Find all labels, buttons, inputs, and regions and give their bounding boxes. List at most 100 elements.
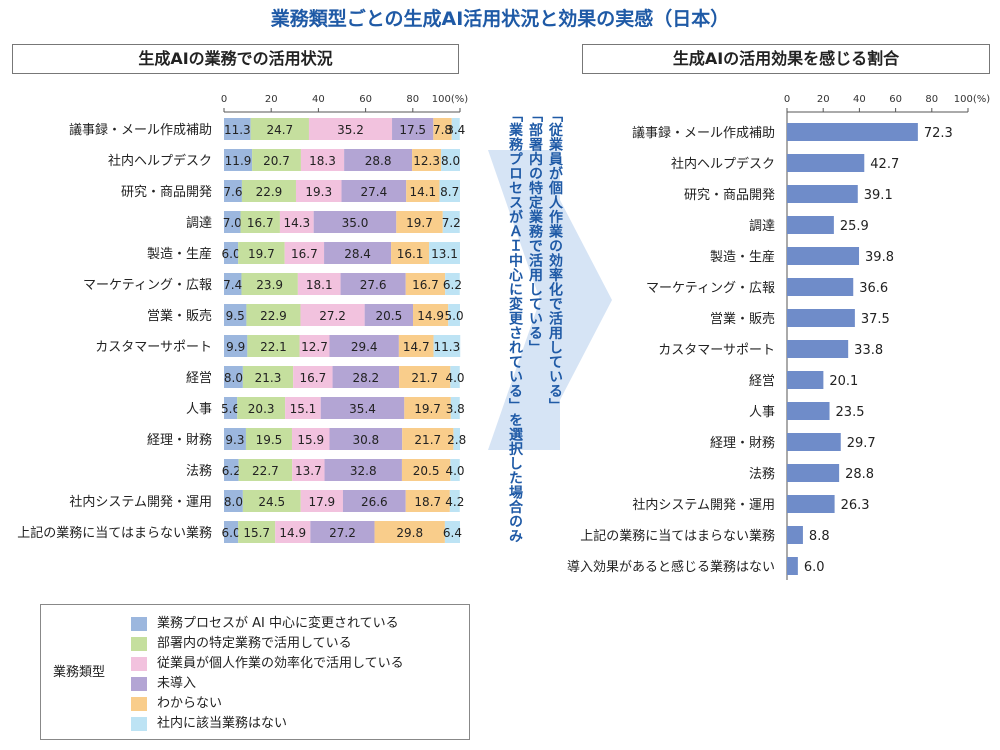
left-category-label: マーケティング・広報: [83, 278, 212, 293]
left-data-label: 28.2: [352, 371, 379, 385]
right-x-tick-label: 0: [784, 94, 790, 105]
left-data-label: 19.7: [414, 402, 441, 416]
left-data-label: 27.2: [329, 526, 356, 540]
left-data-label: 15.7: [243, 526, 270, 540]
left-bar-segment: [224, 118, 251, 140]
left-data-label: 6.2: [443, 278, 462, 292]
legend-item: 社内に該当業務はない: [131, 715, 287, 733]
right-bar: [787, 371, 824, 389]
right-bar: [787, 557, 798, 575]
left-category-label: 製造・生産: [147, 246, 212, 262]
right-category-label: 経理・財務: [710, 436, 775, 451]
left-data-label: 12.7: [301, 340, 328, 354]
left-data-label: 28.8: [365, 154, 392, 168]
right-bar: [787, 309, 855, 327]
left-bar-segment: [398, 335, 434, 357]
right-data-label: 33.8: [854, 343, 883, 358]
right-data-label: 37.5: [861, 312, 890, 327]
right-panel-title: 生成AIの活用効果を感じる割合: [582, 44, 990, 74]
left-category-label: 経営: [186, 371, 212, 386]
left-data-label: 15.1: [290, 402, 317, 416]
left-data-label: 6.4: [443, 526, 462, 540]
left-bar-segment: [224, 242, 239, 264]
left-data-label: 20.5: [413, 464, 440, 478]
legend-swatch: [131, 716, 147, 731]
right-data-label: 8.8: [809, 529, 830, 544]
legend-label: 部署内の特定業務で活用している: [157, 636, 352, 651]
left-bar-segment: [439, 180, 460, 202]
left-data-label: 20.3: [248, 402, 275, 416]
left-data-label: 16.7: [291, 247, 318, 261]
left-x-tick-label: 80: [406, 94, 419, 105]
right-bar: [787, 340, 849, 358]
right-data-label: 29.7: [847, 436, 876, 451]
left-data-label: 19.3: [305, 185, 332, 199]
left-bar-segment: [401, 459, 451, 481]
right-x-tick-label: 80: [925, 94, 938, 105]
left-bar-segment: [246, 304, 301, 326]
left-data-label: 16.7: [247, 216, 274, 230]
left-bar-segment: [396, 211, 443, 233]
right-bar: [787, 247, 860, 265]
left-data-label: 16.7: [299, 371, 326, 385]
note-line-1: 「従業員が個人作業の効率化で活用している」: [547, 108, 563, 413]
left-bar-segment: [242, 490, 301, 512]
left-bar-segment: [399, 366, 451, 388]
right-category-label: マーケティング・広報: [646, 281, 775, 296]
left-bar-segment: [224, 366, 243, 388]
right-data-label: 26.3: [841, 498, 870, 513]
right-bar: [787, 216, 834, 234]
right-bar: [787, 433, 841, 451]
legend-item: 部署内の特定業務で活用している: [131, 635, 352, 653]
right-x-tick-label: 40: [853, 94, 866, 105]
left-category-label: 経理・財務: [147, 433, 212, 448]
left-data-label: 29.4: [351, 340, 378, 354]
legend-swatch: [131, 696, 147, 711]
left-data-label: 4.0: [445, 371, 464, 385]
left-data-label: 6.2: [222, 464, 241, 478]
left-data-label: 28.4: [344, 247, 371, 261]
left-bar-segment: [433, 118, 452, 140]
left-bar-segment: [404, 397, 451, 419]
legend-label: 業務プロセスが AI 中心に変更されている: [157, 616, 399, 631]
left-category-label: 議事録・メール作成補助: [69, 123, 212, 138]
left-bar-segment: [224, 149, 253, 171]
left-category-label: 営業・販売: [147, 308, 212, 324]
left-bar-segment: [429, 242, 460, 264]
left-data-label: 27.4: [361, 185, 388, 199]
legend-item: わからない: [131, 695, 222, 713]
left-bar-segment: [449, 490, 460, 512]
legend-swatch: [131, 636, 147, 651]
left-bar-segment: [245, 428, 292, 450]
right-data-label: 6.0: [804, 560, 825, 575]
left-data-label: 2.8: [447, 433, 466, 447]
left-category-label: 社内システム開発・運用: [69, 494, 212, 510]
left-bar-segment: [238, 459, 293, 481]
left-data-label: 19.7: [406, 216, 433, 230]
left-bar-segment: [238, 521, 276, 543]
left-data-label: 16.7: [412, 278, 439, 292]
left-data-label: 14.9: [417, 309, 444, 323]
left-category-label: 研究・商品開発: [121, 185, 212, 200]
left-bar-segment: [250, 118, 309, 140]
left-bar-segment: [240, 211, 280, 233]
left-bar-segment: [442, 211, 460, 233]
left-bar-segment: [292, 459, 325, 481]
legend-label: 未導入: [157, 676, 197, 691]
left-data-label: 13.7: [295, 464, 322, 478]
left-data-label: 6.0: [222, 526, 241, 540]
right-bar-chart: 0 20 40 60 80 100(%) 議事録・メール作成補助 72.3 社内ヘルプデスク 42…: [567, 94, 990, 580]
left-bar-segment: [374, 521, 445, 543]
left-bar-segment: [224, 211, 241, 233]
right-data-label: 39.1: [864, 188, 893, 203]
left-data-label: 21.7: [411, 371, 438, 385]
left-bar-segment: [241, 180, 296, 202]
left-bar-segment: [299, 335, 330, 357]
left-data-label: 14.3: [283, 216, 310, 230]
right-data-label: 25.9: [840, 219, 869, 234]
left-data-label: 24.5: [258, 495, 285, 509]
left-data-label: 7.4: [223, 278, 242, 292]
left-bar-segment: [242, 366, 294, 388]
right-bar: [787, 278, 854, 296]
left-bar-segment: [332, 366, 400, 388]
